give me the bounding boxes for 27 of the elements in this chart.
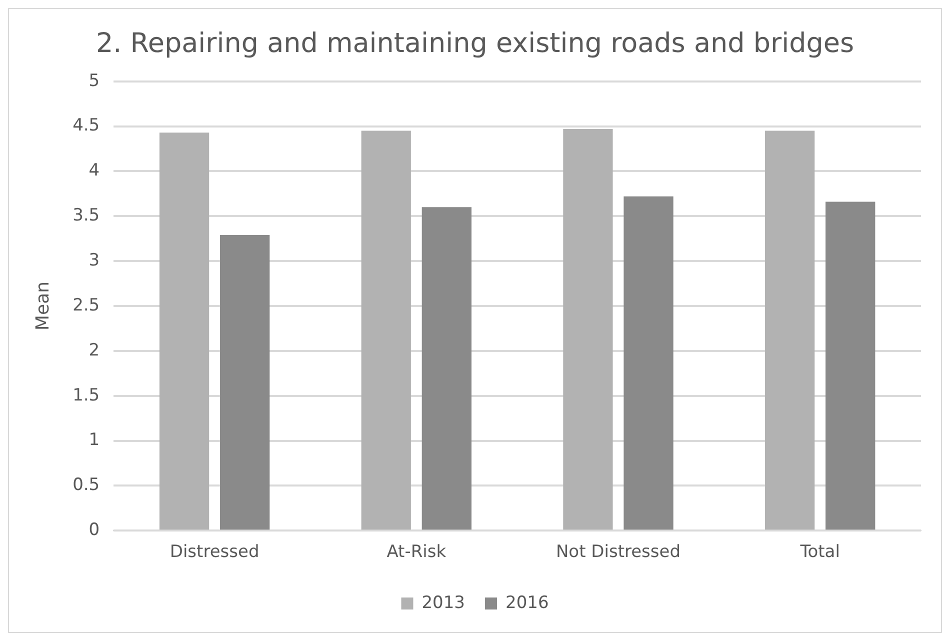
y-tick-label: 5 — [88, 70, 100, 91]
bar — [220, 235, 270, 530]
x-tick-label: At-Risk — [386, 542, 446, 562]
bar — [764, 130, 815, 530]
y-tick-label: 1 — [88, 430, 100, 450]
y-tick-label: 1.5 — [72, 385, 100, 406]
y-tick-label: 0.5 — [72, 475, 100, 496]
y-tick-label: 2 — [88, 340, 100, 360]
y-tick-label: 4.5 — [72, 116, 100, 136]
legend-label: 2013 — [422, 592, 465, 613]
bar — [563, 129, 613, 530]
bar — [159, 132, 210, 530]
bar — [361, 130, 411, 530]
x-tick-label: Distressed — [170, 542, 260, 562]
bar — [826, 202, 876, 530]
y-tick-label: 4 — [88, 160, 100, 181]
y-tick-label: 2.5 — [72, 295, 100, 316]
legend-label: 2016 — [506, 592, 549, 613]
bar — [624, 196, 674, 530]
x-tick-label: Total — [799, 542, 840, 562]
x-tick-label: Not Distressed — [556, 542, 681, 562]
chart-title: 2. Repairing and maintaining existing roads and bridges — [96, 28, 854, 60]
y-axis-title: Mean — [32, 281, 54, 331]
bar — [422, 207, 472, 530]
y-tick-label: 3.5 — [72, 206, 100, 226]
y-tick-label: 0 — [88, 520, 100, 540]
y-tick-label: 3 — [88, 250, 100, 270]
